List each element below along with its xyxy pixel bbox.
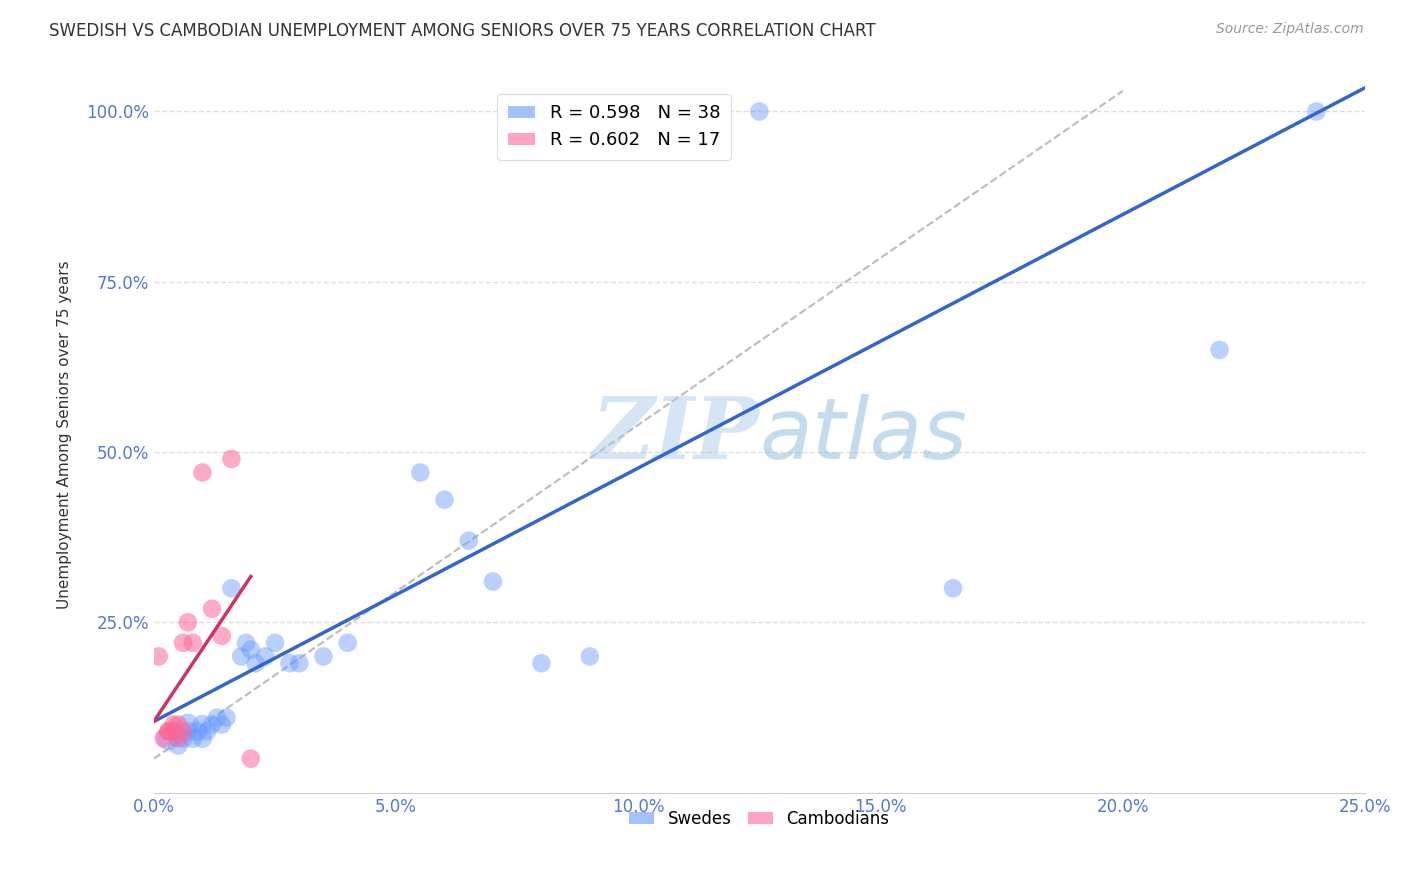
Point	[162, 724, 184, 739]
Point	[201, 717, 224, 731]
Point	[312, 649, 335, 664]
Point	[167, 717, 190, 731]
Point	[162, 724, 184, 739]
Point	[167, 731, 190, 746]
Point	[215, 711, 238, 725]
Point	[409, 466, 432, 480]
Point	[211, 629, 233, 643]
Point	[336, 636, 359, 650]
Point	[245, 657, 267, 671]
Point	[181, 731, 204, 746]
Point	[482, 574, 505, 589]
Point	[748, 104, 770, 119]
Point	[191, 466, 214, 480]
Point	[177, 615, 200, 630]
Point	[177, 717, 200, 731]
Point	[288, 657, 311, 671]
Point	[191, 717, 214, 731]
Point	[186, 724, 208, 739]
Y-axis label: Unemployment Among Seniors over 75 years: Unemployment Among Seniors over 75 years	[58, 260, 72, 609]
Point	[195, 724, 218, 739]
Point	[152, 731, 174, 746]
Point	[162, 717, 184, 731]
Point	[172, 636, 194, 650]
Point	[239, 751, 262, 765]
Point	[942, 582, 965, 596]
Point	[235, 636, 257, 650]
Point	[579, 649, 602, 664]
Point	[221, 451, 243, 466]
Point	[278, 657, 301, 671]
Point	[157, 724, 180, 739]
Point	[1208, 343, 1230, 357]
Point	[172, 731, 194, 746]
Legend: Swedes, Cambodians: Swedes, Cambodians	[623, 803, 896, 834]
Point	[457, 533, 479, 548]
Point	[157, 731, 180, 746]
Point	[181, 636, 204, 650]
Point	[221, 582, 243, 596]
Text: ZIP: ZIP	[592, 393, 759, 477]
Point	[530, 657, 553, 671]
Point	[167, 738, 190, 752]
Text: Source: ZipAtlas.com: Source: ZipAtlas.com	[1216, 22, 1364, 37]
Point	[177, 724, 200, 739]
Point	[229, 649, 252, 664]
Point	[201, 601, 224, 615]
Point	[157, 724, 180, 739]
Point	[191, 731, 214, 746]
Point	[627, 104, 650, 119]
Point	[205, 711, 228, 725]
Text: atlas: atlas	[759, 393, 967, 476]
Point	[211, 717, 233, 731]
Point	[148, 649, 170, 664]
Point	[172, 724, 194, 739]
Text: SWEDISH VS CAMBODIAN UNEMPLOYMENT AMONG SENIORS OVER 75 YEARS CORRELATION CHART: SWEDISH VS CAMBODIAN UNEMPLOYMENT AMONG …	[49, 22, 876, 40]
Point	[433, 492, 456, 507]
Point	[1305, 104, 1327, 119]
Point	[239, 642, 262, 657]
Point	[264, 636, 287, 650]
Point	[254, 649, 277, 664]
Point	[675, 104, 697, 119]
